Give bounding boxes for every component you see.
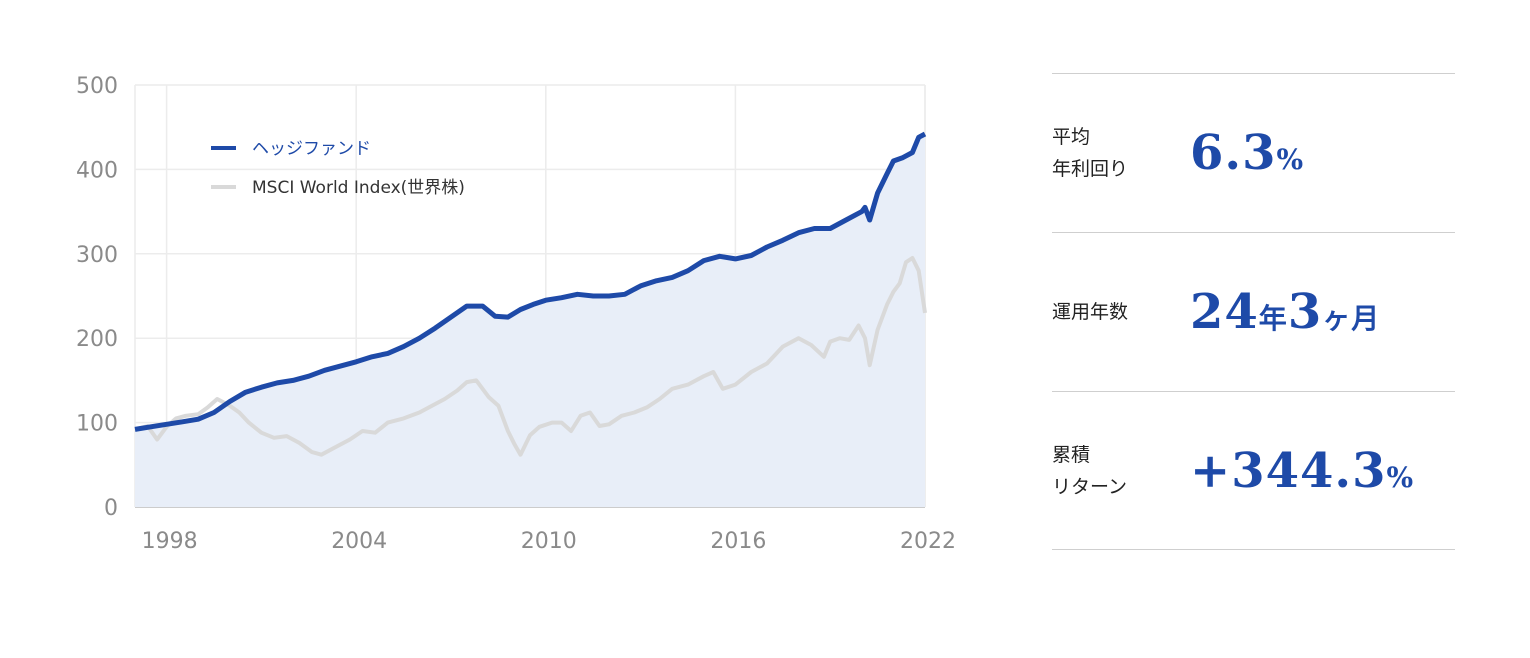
cumulative-return-number: +344.3 [1190,442,1387,499]
hedge-fund-line [134,131,927,432]
months-number: 3 [1287,284,1323,340]
years-number: 24 [1190,284,1259,340]
x-tick-label: 1998 [142,529,198,554]
hedge-fund-area [135,134,925,507]
y-tick-label: 200 [76,327,118,352]
stat-row-years-operated: 運用年数 24年3ヶ月 [1052,232,1455,391]
performance-stats: 平均 年利回り 6.3% 運用年数 24年3ヶ月 累積 リターン +344.3% [1052,73,1455,550]
y-tick-label: 500 [76,74,118,99]
legend-label-msci-world: MSCI World Index(世界株) [252,178,465,198]
x-tick-label: 2016 [710,529,766,554]
annual-return-unit: % [1276,143,1305,176]
x-tick-label: 2010 [521,529,577,554]
cumulative-return-unit: % [1386,460,1415,494]
y-axis-ticks: 0 100 200 300 400 500 [76,74,118,521]
msci-world-line [134,256,927,457]
annual-return-number: 6.3 [1190,125,1277,181]
x-axis-ticks: 1998 2004 2010 2016 2022 [142,529,956,554]
stat-row-annual-return: 平均 年利回り 6.3% [1052,73,1455,232]
stat-row-cumulative-return: 累積 リターン +344.3% [1052,391,1455,550]
stat-label-annual-return: 平均 年利回り [1052,126,1129,180]
stat-value-annual-return: 6.3% [1190,125,1304,181]
y-tick-label: 400 [76,158,118,183]
y-tick-label: 300 [76,243,118,268]
stat-label-cumulative-return: 累積 リターン [1052,443,1128,498]
chart-legend: ヘッジファンド MSCI World Index(世界株) [211,139,465,198]
stat-label-years-operated: 運用年数 [1052,301,1129,323]
years-unit: 年 [1258,302,1288,335]
x-tick-label: 2004 [331,529,387,554]
months-unit: ヶ月 [1322,302,1381,335]
stat-value-years-operated: 24年3ヶ月 [1190,284,1380,340]
y-tick-label: 100 [76,412,118,437]
stat-value-cumulative-return: +344.3% [1190,443,1414,499]
legend-label-hedge-fund: ヘッジファンド [252,139,371,159]
y-tick-label: 0 [104,496,118,521]
performance-chart: 0 100 200 300 400 500 1998 2004 2010 2016 2022 ヘッ… [76,74,956,554]
x-tick-label: 2022 [900,529,956,554]
